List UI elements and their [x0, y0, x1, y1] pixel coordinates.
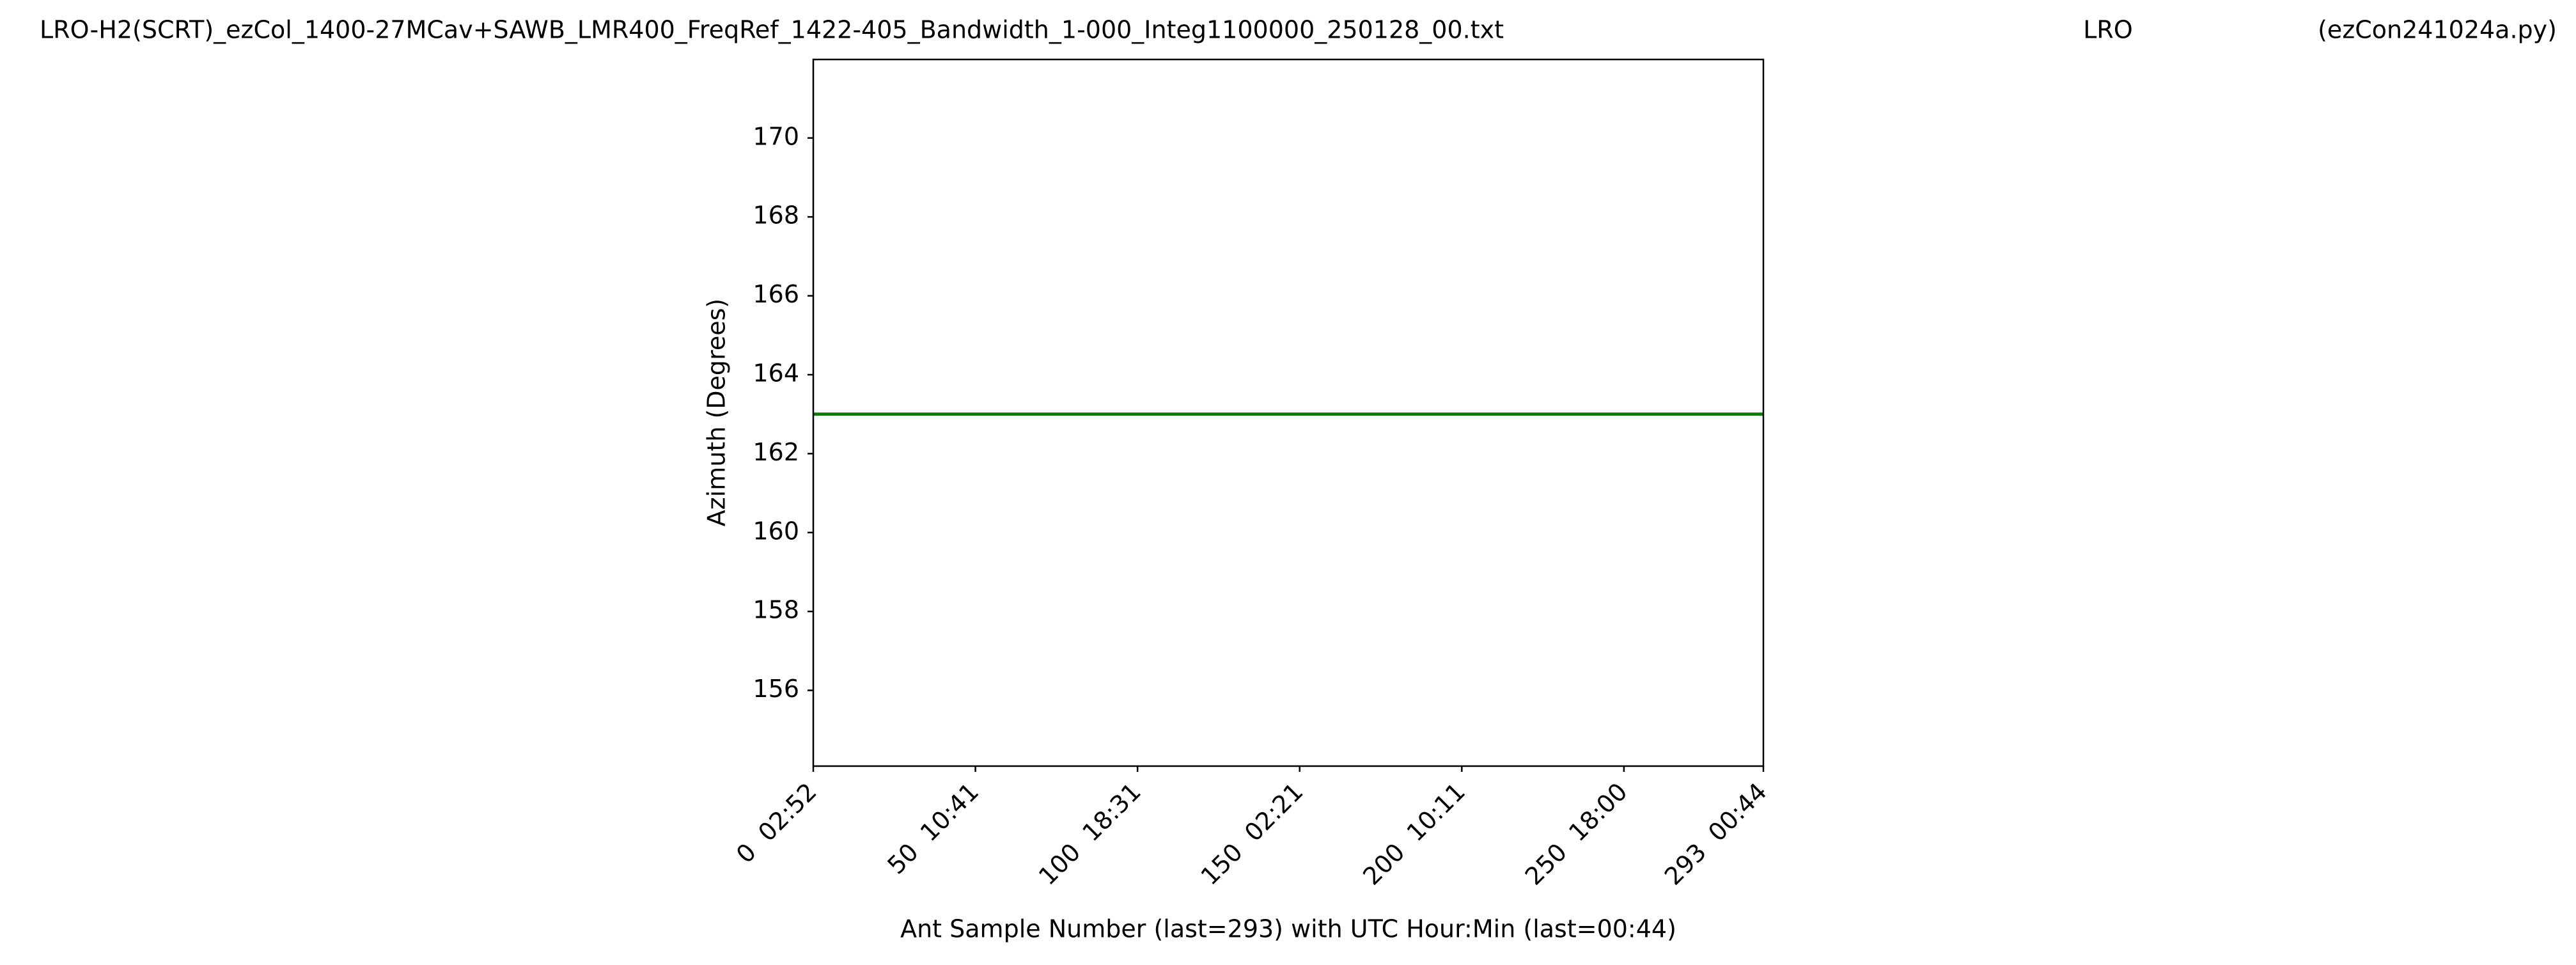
- plot-frame: [812, 58, 1765, 767]
- y-axis-label: Azimuth (Degrees): [703, 299, 731, 526]
- script-label: (ezCon241024a.py): [2318, 16, 2557, 44]
- chart-title: LRO-H2(SCRT)_ezCol_1400-27MCav+SAWB_LMR4…: [40, 16, 1504, 44]
- y-tick-label: 158: [753, 596, 799, 624]
- y-tick-label: 164: [753, 359, 799, 387]
- x-tick-label: 250 18:00: [1520, 778, 1633, 891]
- y-tick-label: 156: [753, 675, 799, 703]
- y-tick-label: 170: [753, 122, 799, 150]
- x-axis-label: Ant Sample Number (last=293) with UTC Ho…: [900, 915, 1676, 943]
- y-tick-label: 160: [753, 517, 799, 545]
- x-tick-label: 293 00:44: [1659, 778, 1772, 891]
- location-label: LRO: [2083, 16, 2132, 44]
- x-tick-label: 200 10:11: [1357, 778, 1471, 891]
- y-tick-label: 168: [753, 201, 799, 230]
- y-tick-label: 166: [753, 280, 799, 308]
- x-tick-label: 100 18:31: [1033, 778, 1146, 891]
- x-tick-label: 0 02:52: [731, 778, 822, 869]
- x-tick-label: 150 02:21: [1196, 778, 1309, 891]
- x-tick-label: 50 10:41: [882, 778, 985, 880]
- y-tick-label: 162: [753, 438, 799, 466]
